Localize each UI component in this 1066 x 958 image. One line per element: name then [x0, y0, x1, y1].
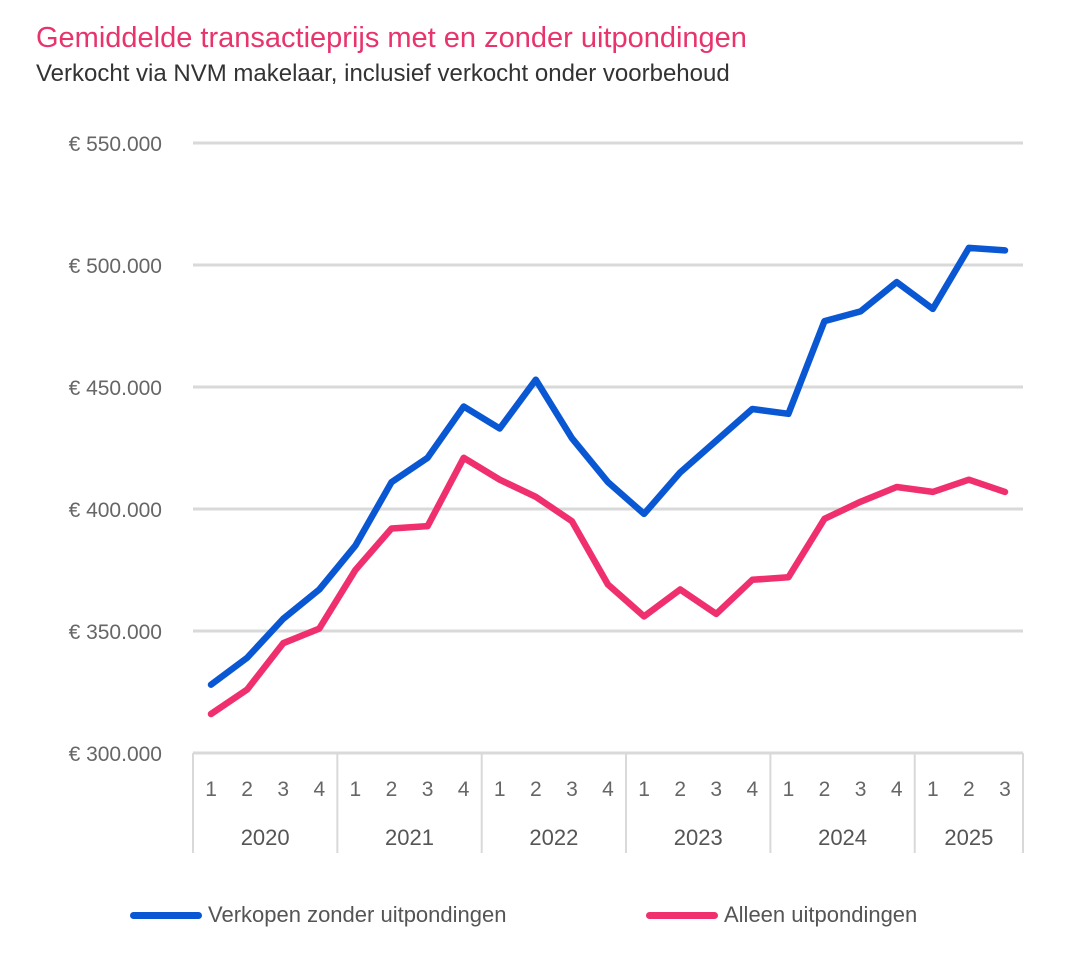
x-tick-label: 2	[386, 778, 398, 801]
x-year-label: 2022	[529, 825, 578, 850]
x-year-label: 2023	[674, 825, 723, 850]
x-tick-label: 4	[313, 778, 325, 801]
x-tick-label: 1	[494, 778, 506, 801]
x-tick-label: 1	[638, 778, 650, 801]
gridlines	[193, 141, 1023, 755]
y-tick-label: € 300.000	[69, 743, 162, 766]
y-tick-label: € 350.000	[69, 621, 162, 644]
chart-title: Gemiddelde transactieprijs met en zonder…	[36, 22, 747, 54]
chart-subtitle: Verkocht via NVM makelaar, inclusief ver…	[36, 60, 730, 87]
legend-item-series-1: Verkopen zonder uitpondingen	[130, 902, 506, 928]
x-tick-label: 4	[747, 778, 759, 801]
y-tick-label: € 450.000	[69, 377, 162, 400]
x-tick-label: 2	[963, 778, 975, 801]
x-tick-label: 2	[530, 778, 542, 801]
y-axis-ticks: € 300.000 € 350.000 € 400.000 € 450.000 € 50…	[69, 133, 162, 766]
x-tick-label: 3	[710, 778, 722, 801]
series-lines	[207, 244, 1009, 718]
x-tick-label: 2	[674, 778, 686, 801]
x-tick-label: 1	[927, 778, 939, 801]
x-tick-label: 2	[819, 778, 831, 801]
series-line-1	[207, 244, 1009, 688]
x-axis: 1 2 3 4 1 2 3 4 1 2 3 4 1 2 3 4 1 2 3 4 1 2 3 2020 2021 2022 2023 2…	[192, 753, 1024, 853]
y-tick-label: € 500.000	[69, 255, 162, 278]
legend-label-series-2: Alleen uitpondingen	[724, 902, 918, 927]
x-year-label: 2025	[944, 825, 993, 850]
x-tick-label: 3	[566, 778, 578, 801]
x-tick-label: 2	[241, 778, 253, 801]
legend-item-series-2: Alleen uitpondingen	[646, 902, 917, 928]
x-year-label: 2024	[818, 825, 867, 850]
x-year-label: 2021	[385, 825, 434, 850]
x-tick-label: 1	[783, 778, 795, 801]
x-tick-label: 1	[350, 778, 362, 801]
x-tick-label: 3	[855, 778, 867, 801]
x-tick-label: 3	[999, 778, 1011, 801]
x-tick-label: 3	[277, 778, 289, 801]
legend-swatch-blue	[130, 911, 202, 919]
series-line-2	[207, 454, 1009, 718]
x-tick-label: 4	[458, 778, 470, 801]
legend-label-series-1: Verkopen zonder uitpondingen	[208, 902, 507, 927]
y-tick-label: € 400.000	[69, 499, 162, 522]
y-tick-label: € 550.000	[69, 133, 162, 156]
x-tick-label: 4	[602, 778, 614, 801]
x-year-label: 2020	[241, 825, 290, 850]
legend-swatch-pink	[646, 911, 718, 919]
x-tick-label: 1	[205, 778, 217, 801]
x-tick-label: 3	[422, 778, 434, 801]
x-tick-label: 4	[891, 778, 903, 801]
